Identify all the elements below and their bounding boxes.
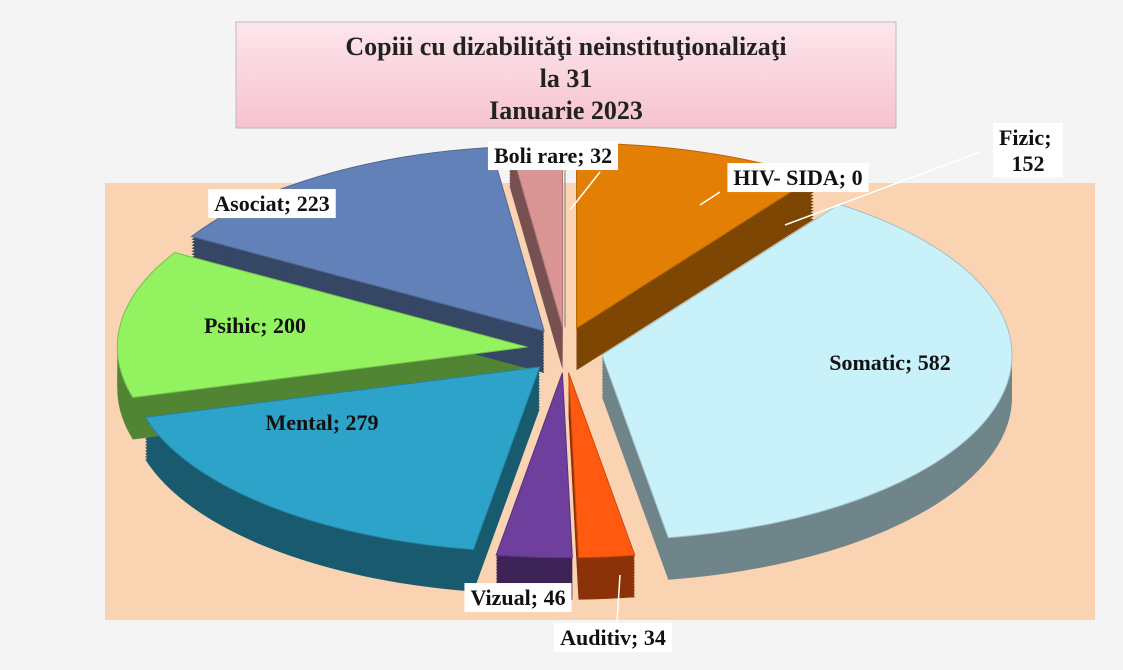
label-separator: ; <box>577 143 590 168</box>
label-separator: ; <box>531 585 544 610</box>
label-box <box>464 583 572 613</box>
label-category: Boli rare <box>494 143 578 168</box>
data-label: Psihic; 200 <box>204 313 306 338</box>
slices <box>116 141 1013 600</box>
label-separator: ; <box>1044 125 1057 150</box>
data-label: Vizual; 46 <box>470 585 565 610</box>
label-box <box>208 189 336 219</box>
label-separator: ; <box>284 191 297 216</box>
label-separator: ; <box>260 313 273 338</box>
data-label: Boli rare; 32 <box>494 143 612 168</box>
label-box <box>554 623 672 653</box>
label-value: 46 <box>544 585 566 610</box>
data-label: HIV- SIDA; 0 <box>733 165 862 190</box>
label-value: 200 <box>273 313 306 338</box>
data-label: Fizic; 152 <box>999 125 1057 176</box>
label-category: Somatic <box>829 350 905 375</box>
label-value: 223 <box>297 191 330 216</box>
label-category: Psihic <box>204 313 260 338</box>
label-category: Vizual <box>470 585 530 610</box>
slice <box>116 252 528 398</box>
label-separator: ; <box>905 350 918 375</box>
label-category: Asociat <box>214 191 284 216</box>
label-category: HIV- SIDA <box>733 165 838 190</box>
label-box <box>727 163 869 193</box>
leader-line <box>784 151 981 226</box>
data-label: Mental; 279 <box>265 410 378 435</box>
data-label: Auditiv; 34 <box>560 625 666 650</box>
labels: Fizic; 152 Somatic; 582 Auditiv; 34 Vizual;… <box>204 123 1064 653</box>
label-value: 34 <box>644 625 666 650</box>
label-value: 32 <box>590 143 612 168</box>
label-separator: ; <box>839 165 852 190</box>
slice <box>568 372 636 559</box>
label-category: Auditiv <box>560 625 631 650</box>
label-box <box>992 123 1064 179</box>
slice <box>144 366 541 551</box>
label-value: 582 <box>918 350 951 375</box>
slice <box>601 203 1013 539</box>
label-box <box>487 141 619 171</box>
label-separator: ; <box>333 410 346 435</box>
label-value: 152 <box>1012 151 1045 176</box>
data-label: Somatic; 582 <box>829 350 951 375</box>
chart-title: Ianuarie 2023 <box>489 96 643 125</box>
label-separator: ; <box>631 625 644 650</box>
leader-line <box>569 171 601 211</box>
label-value: 279 <box>346 410 379 435</box>
title-box <box>235 21 897 129</box>
label-value: 0 <box>852 165 863 190</box>
data-label: Asociat; 223 <box>214 191 329 216</box>
label-category: Fizic <box>999 125 1044 150</box>
chart-title: Copiii cu dizabilităţi neinstituţionaliz… <box>345 32 786 61</box>
leader-line <box>616 574 621 623</box>
leader-line <box>699 191 721 206</box>
label-category: Mental <box>265 410 332 435</box>
chart-title: la 31 <box>540 64 593 93</box>
slice <box>495 372 573 559</box>
